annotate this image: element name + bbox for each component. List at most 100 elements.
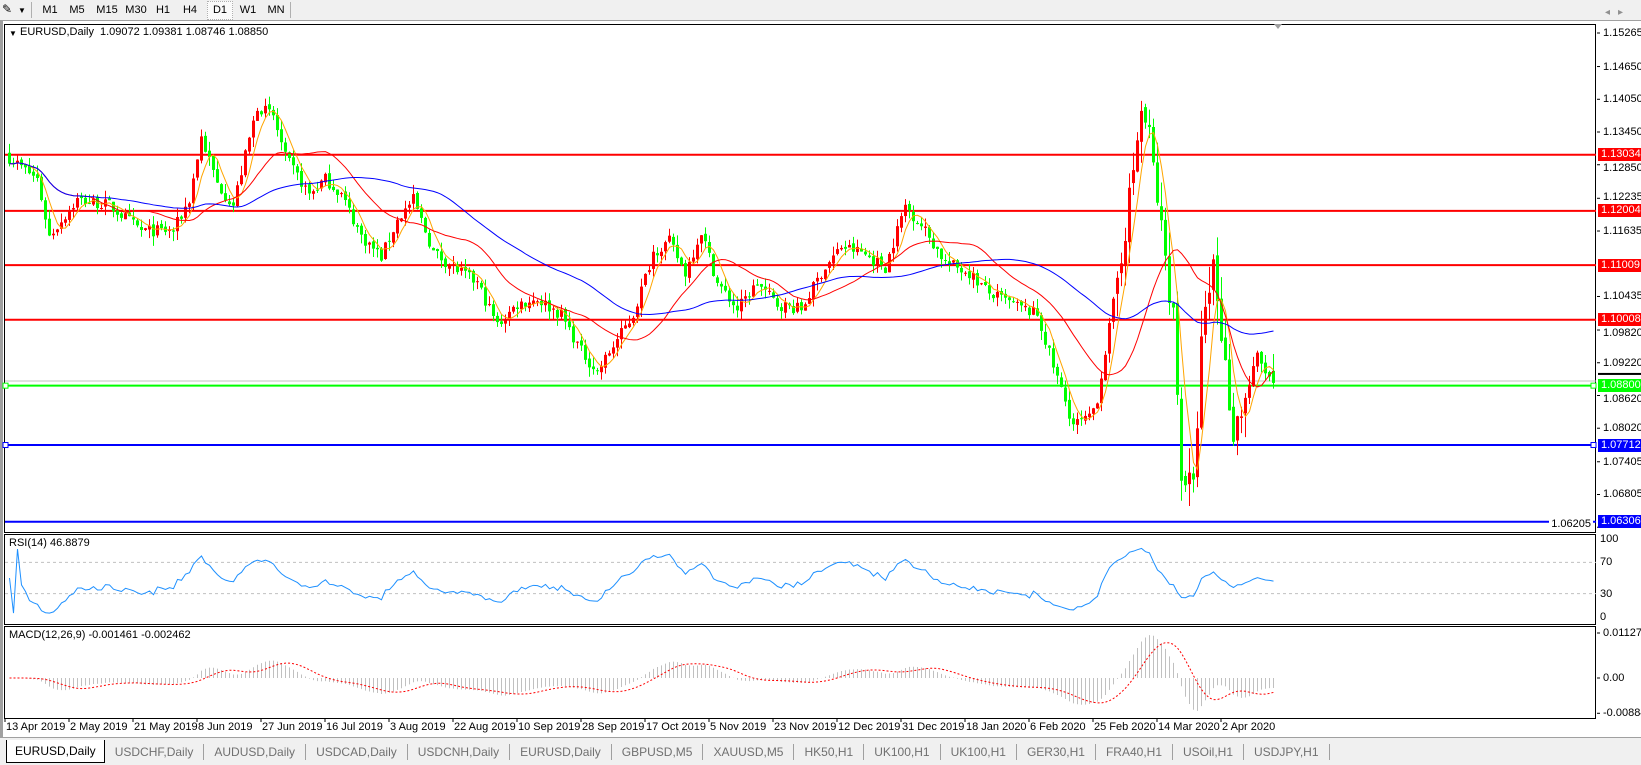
candle-body xyxy=(76,198,79,208)
candle-body xyxy=(60,222,63,229)
chart-tab[interactable]: USDCHF,Daily xyxy=(105,743,205,760)
candle-body xyxy=(764,286,767,290)
candle-body xyxy=(980,283,983,285)
candle-body xyxy=(784,302,787,313)
chart-tab[interactable]: HK50,H1 xyxy=(794,743,865,760)
date-axis-label: 2 May 2019 xyxy=(70,721,128,733)
candle-body xyxy=(44,200,47,220)
candle-body xyxy=(520,301,523,310)
candle-body xyxy=(352,209,355,225)
chart-tab[interactable]: USDJPY,H1 xyxy=(1244,743,1330,760)
candle-body xyxy=(604,354,607,368)
chart-tab[interactable]: USOil,H1 xyxy=(1173,743,1245,760)
candle-body xyxy=(708,242,711,253)
timeframe-m1-button[interactable]: M1 xyxy=(42,4,58,16)
line-handle[interactable] xyxy=(1590,442,1597,449)
candle-body xyxy=(644,273,647,285)
chart-tab[interactable]: UK100,H1 xyxy=(864,743,941,760)
line-studies-icon[interactable]: ✎ xyxy=(2,2,13,16)
candle-body xyxy=(1024,305,1027,308)
chart-tab[interactable]: EURUSD,Daily xyxy=(6,740,105,763)
candle-body xyxy=(212,155,215,170)
chart-tab[interactable]: GBPUSD,M5 xyxy=(612,743,704,760)
candle-body xyxy=(40,176,43,200)
price-axis-label: 1.10435 xyxy=(1603,290,1641,303)
chart-tab[interactable]: GER30,H1 xyxy=(1017,743,1096,760)
main-chart-panel[interactable] xyxy=(4,24,1596,533)
chart-tab[interactable]: FRA40,H1 xyxy=(1096,743,1173,760)
candle-body xyxy=(124,213,127,220)
window-edge xyxy=(0,21,3,737)
candle-body xyxy=(592,366,595,370)
candle-body xyxy=(368,242,371,245)
candle-body xyxy=(876,257,879,265)
candle-body xyxy=(884,267,887,273)
candle-body xyxy=(184,206,187,218)
candle-body xyxy=(108,198,111,201)
timeframe-h4-button[interactable]: H4 xyxy=(182,4,198,16)
price-axis-label: 1.09820 xyxy=(1603,327,1641,340)
candle-body xyxy=(208,150,211,158)
candle-body xyxy=(744,296,747,299)
candle-body xyxy=(260,111,263,115)
line-handle[interactable] xyxy=(1590,382,1597,389)
candle-body xyxy=(1252,366,1255,387)
candle-body xyxy=(1040,315,1043,331)
chart-tab[interactable]: UK100,H1 xyxy=(941,743,1017,760)
candle-body xyxy=(28,165,31,174)
rsi-panel[interactable] xyxy=(4,534,1596,625)
candle-body xyxy=(376,247,379,250)
candle-body xyxy=(172,230,175,232)
candle-body xyxy=(952,260,955,263)
candle-body xyxy=(1080,418,1083,420)
chevron-down-icon[interactable]: ▼ xyxy=(18,6,26,15)
candle-body xyxy=(432,247,435,251)
chart-tab[interactable]: EURUSD,Daily xyxy=(510,743,612,760)
line-handle[interactable] xyxy=(2,442,9,449)
chart-tab[interactable]: USDCNH,Daily xyxy=(408,743,511,760)
candle-body xyxy=(504,319,507,324)
candle-body xyxy=(760,284,763,287)
candle-body xyxy=(1136,140,1139,172)
candle-body xyxy=(424,217,427,233)
timeframe-d1-button[interactable]: D1 xyxy=(207,1,233,20)
timeframe-m5-button[interactable]: M5 xyxy=(69,4,85,16)
candle-body xyxy=(740,298,743,312)
price-axis-label: 1.12235 xyxy=(1603,191,1641,204)
candle-body xyxy=(1204,306,1207,335)
chart-tab[interactable]: AUDUSD,Daily xyxy=(204,743,307,760)
candle-body xyxy=(436,249,439,252)
candle-body xyxy=(820,278,823,280)
timeframe-h1-button[interactable]: H1 xyxy=(155,4,171,16)
chart-shift-marker-icon[interactable] xyxy=(1274,24,1282,29)
candle-body xyxy=(716,277,719,283)
candle-body xyxy=(268,104,271,110)
candle-body xyxy=(1048,345,1051,348)
candle-body xyxy=(380,248,383,261)
chart-tabs: EURUSD,Daily USDCHF,Daily AUDUSD,Daily USDC… xyxy=(0,737,1641,765)
rsi-axis-label: 30 xyxy=(1600,587,1613,600)
line-handle[interactable] xyxy=(2,382,9,389)
timeframe-m30-button[interactable]: M30 xyxy=(125,4,147,16)
candle-body xyxy=(1172,303,1175,308)
candle-body xyxy=(896,226,899,247)
candle-body xyxy=(1184,475,1187,486)
timeframe-m15-button[interactable]: M15 xyxy=(96,4,118,16)
chart-menu-triangle-icon[interactable]: ▼ xyxy=(9,29,17,38)
chart-tab[interactable]: USDCAD,Daily xyxy=(306,743,408,760)
timeframe-w1-button[interactable]: W1 xyxy=(239,4,257,16)
chart-tab[interactable]: XAUUSD,M5 xyxy=(703,743,795,760)
candle-body xyxy=(752,285,755,297)
candle-body xyxy=(608,353,611,356)
tab-scroll-arrows-icon[interactable]: ◂▸ xyxy=(1604,7,1631,18)
candle-body xyxy=(456,264,459,273)
candle-body xyxy=(676,244,679,259)
date-axis-label: 17 Oct 2019 xyxy=(646,721,706,733)
macd-panel[interactable] xyxy=(4,626,1596,719)
candle-body xyxy=(900,216,903,228)
candle-body xyxy=(444,258,447,268)
rsi-axis-label: 0 xyxy=(1600,611,1607,623)
timeframe-mn-button[interactable]: MN xyxy=(267,4,285,16)
candle-body xyxy=(956,260,959,268)
